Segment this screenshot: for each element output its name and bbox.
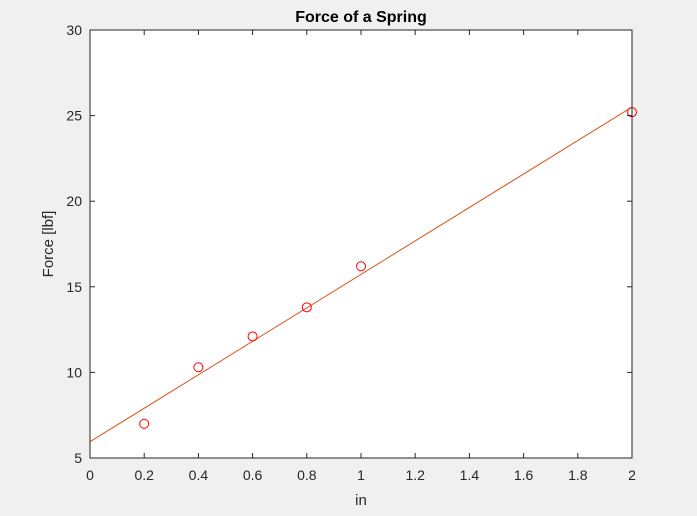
- y-tick-label: 15: [66, 279, 82, 295]
- data-point: [356, 261, 366, 272]
- y-tick-label: 30: [66, 22, 82, 38]
- y-tick-label: 25: [66, 108, 82, 124]
- y-tick-label: 20: [66, 193, 82, 209]
- axes-background: [90, 30, 632, 458]
- data-point: [301, 302, 312, 313]
- x-tick-label: 0.8: [297, 467, 317, 483]
- data-point: [247, 331, 258, 342]
- data-point: [139, 418, 150, 429]
- x-tick-label: 0.4: [189, 467, 209, 483]
- y-tick-label: 10: [66, 364, 82, 380]
- chart-title: Force of a Spring: [295, 9, 427, 26]
- data-point: [193, 362, 204, 373]
- x-tick-label: 2: [628, 467, 636, 483]
- x-tick-label: 0.6: [243, 467, 263, 483]
- x-tick-label: 1.6: [514, 467, 534, 483]
- x-tick-label: 0: [86, 467, 94, 483]
- x-axis-label: in: [355, 492, 367, 509]
- x-tick-label: 1: [357, 467, 365, 483]
- x-tick-label: 1.8: [568, 467, 588, 483]
- y-axis-label: Force [lbf]: [40, 211, 57, 278]
- fit-line: [89, 106, 633, 443]
- x-tick-label: 0.2: [134, 467, 154, 483]
- x-tick-label: 1.2: [405, 467, 425, 483]
- x-tick-label: 1.4: [460, 467, 480, 483]
- y-tick-label: 5: [74, 450, 82, 466]
